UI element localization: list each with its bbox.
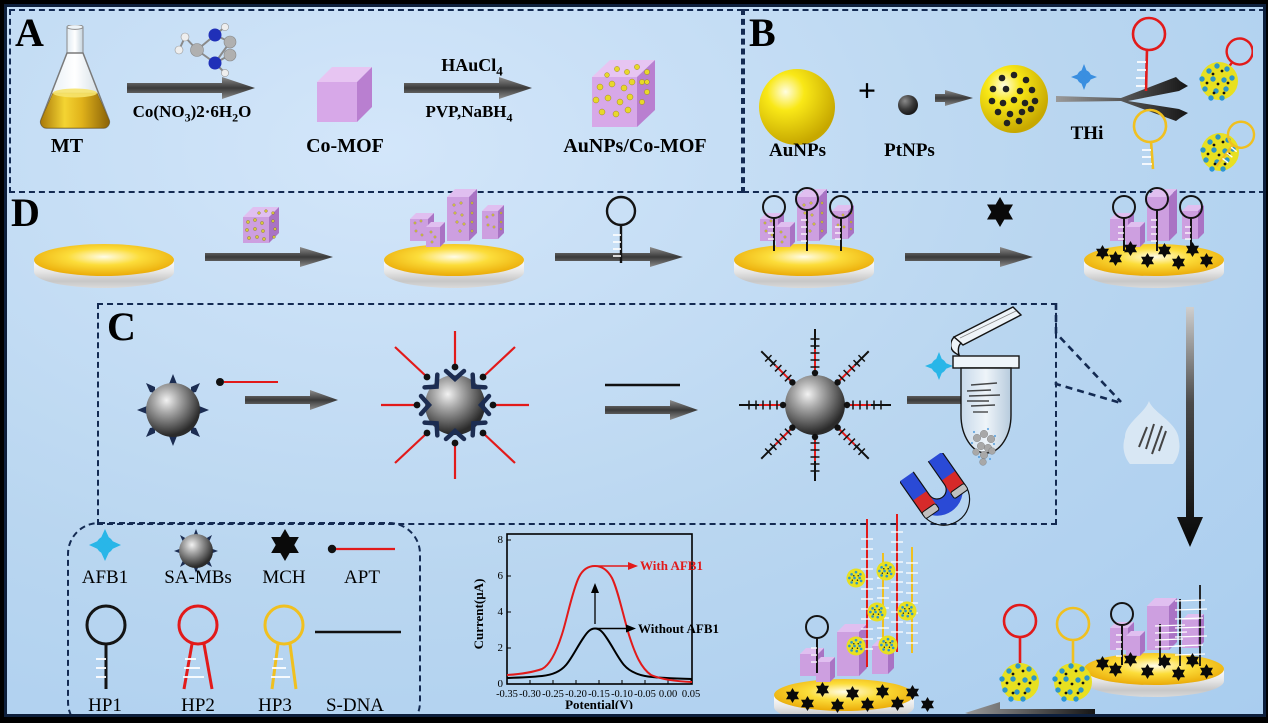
svg-text:-0.30: -0.30 bbox=[519, 689, 541, 700]
svg-text:4: 4 bbox=[498, 606, 504, 618]
svg-text:Without AFB1: Without AFB1 bbox=[638, 621, 719, 636]
svg-text:-0.05: -0.05 bbox=[634, 689, 656, 700]
svg-text:0.05: 0.05 bbox=[682, 689, 700, 700]
svg-text:2: 2 bbox=[498, 642, 504, 654]
svg-text:-0.35: -0.35 bbox=[496, 689, 518, 700]
svg-text:With AFB1: With AFB1 bbox=[640, 558, 703, 573]
svg-text:Current(µA): Current(µA) bbox=[471, 579, 486, 650]
svg-text:6: 6 bbox=[498, 570, 504, 582]
svg-text:0.00: 0.00 bbox=[659, 689, 677, 700]
svg-text:8: 8 bbox=[498, 534, 504, 546]
svg-text:Potential(V): Potential(V) bbox=[565, 697, 633, 709]
svg-text:-0.25: -0.25 bbox=[542, 689, 564, 700]
